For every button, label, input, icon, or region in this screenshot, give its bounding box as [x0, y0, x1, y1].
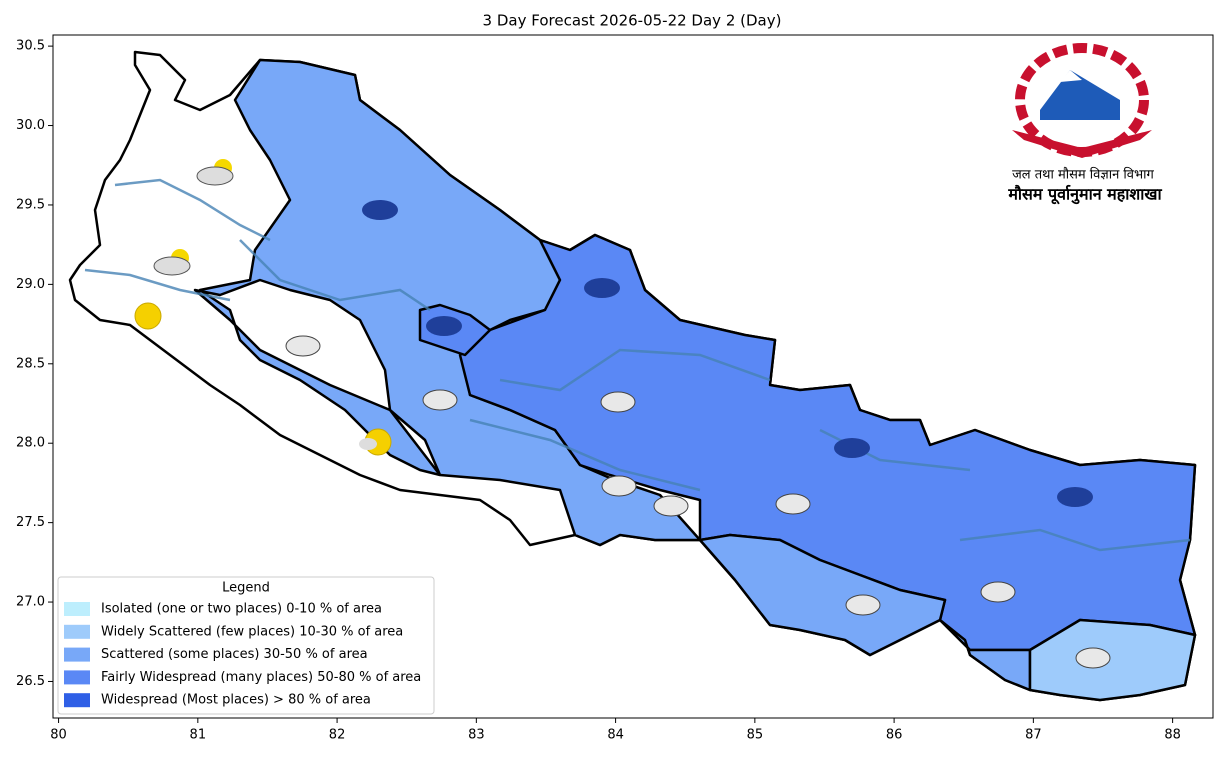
y-tick-label: 27.0 — [16, 595, 45, 610]
legend-swatch — [64, 647, 90, 662]
y-tick-label: 28.5 — [16, 356, 45, 371]
legend-label: Fairly Widespread (many places) 50-80 % … — [101, 670, 421, 685]
emblem-line1: जल तथा मौसम विज्ञान विभाग — [1012, 167, 1154, 183]
emblem: जल तथा मौसम विज्ञान विभाग मौसम पूर्वानुम… — [1007, 43, 1163, 205]
legend-swatch — [64, 693, 90, 708]
x-tick-label: 85 — [747, 728, 764, 743]
legend-swatch — [64, 670, 90, 685]
legend-label: Widely Scattered (few places) 10-30 % of… — [101, 624, 403, 639]
y-tick-label: 29.5 — [16, 197, 45, 212]
legend-label: Scattered (some places) 30-50 % of area — [101, 647, 368, 662]
y-tick-label: 27.5 — [16, 515, 45, 530]
x-tick-label: 86 — [886, 728, 903, 743]
y-tick-label: 26.5 — [16, 674, 45, 689]
legend-label: Isolated (one or two places) 0-10 % of a… — [101, 602, 382, 617]
icon-sun-cloud — [153, 249, 191, 276]
x-tick-label: 82 — [329, 728, 346, 743]
icon-thunder-cloud — [285, 335, 1111, 669]
region-scattered — [193, 58, 702, 547]
x-tick-label: 83 — [468, 728, 485, 743]
province-border — [84, 178, 1191, 552]
icon-sun — [359, 428, 392, 456]
legend-label: Widespread (Most places) > 80 % of area — [101, 693, 371, 708]
x-tick-label: 87 — [1025, 728, 1042, 743]
x-tick-label: 80 — [50, 728, 67, 743]
y-tick-label: 30.0 — [16, 118, 45, 133]
y-tick-label: 28.0 — [16, 436, 45, 451]
legend-title: Legend — [222, 581, 270, 596]
map-title: 3 Day Forecast 2026-05-22 Day 2 (Day) — [483, 12, 782, 30]
x-tick-label: 81 — [190, 728, 207, 743]
x-tick-label: 84 — [607, 728, 624, 743]
x-tick-label: 88 — [1164, 728, 1181, 743]
legend-swatch — [64, 624, 90, 639]
legend-box — [57, 576, 435, 715]
y-tick-label: 30.5 — [16, 39, 45, 54]
icon-sun-cloud — [196, 159, 234, 186]
weather-icons — [134, 159, 1111, 669]
icon-sun — [134, 302, 162, 330]
emblem-line2: मौसम पूर्वानुमान महाशाखा — [1007, 185, 1162, 205]
legend: Legend Isolated (one or two places) 0-10… — [57, 576, 435, 715]
icon-snow-cloud — [362, 200, 1093, 507]
region-widely-scattered — [1028, 618, 1197, 702]
legend-swatch — [64, 602, 90, 616]
y-tick-label: 29.0 — [16, 277, 45, 292]
